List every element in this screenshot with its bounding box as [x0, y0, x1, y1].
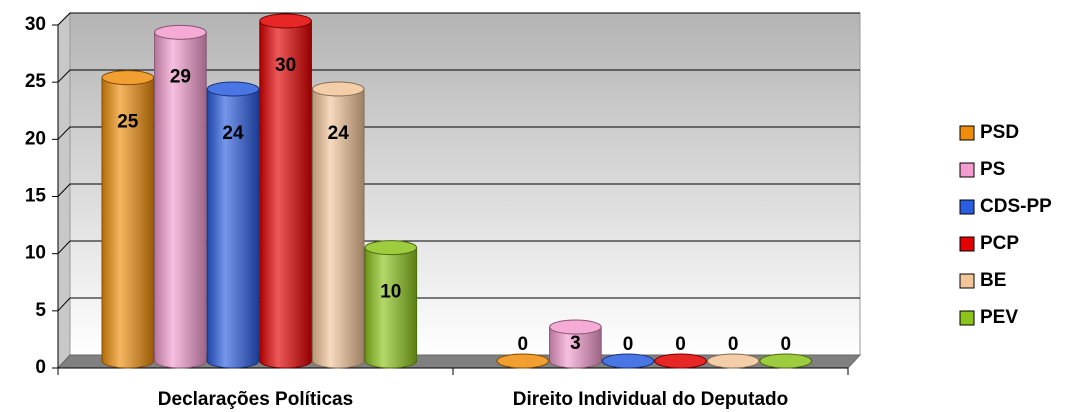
legend-swatch [959, 310, 975, 326]
y-tick-label: 10 [25, 243, 46, 264]
value-label: 0 [623, 334, 634, 355]
bar-top [759, 353, 813, 369]
value-label: 25 [117, 112, 139, 133]
legend-swatch [959, 273, 975, 289]
bar [549, 326, 602, 369]
grid-line [57, 183, 860, 197]
value-label: 0 [728, 334, 739, 355]
bar [259, 20, 312, 369]
y-tick-label: 5 [35, 300, 46, 321]
legend-label: CDS-PP [980, 196, 1052, 217]
value-label: 30 [275, 55, 296, 76]
legend-label: PCP [980, 233, 1019, 254]
bar-top [654, 353, 707, 369]
bar-top [601, 353, 655, 369]
y-tick-label: 30 [25, 14, 46, 35]
legend-label: PSD [980, 122, 1019, 143]
legend-swatch [959, 162, 975, 178]
bar-top [706, 353, 760, 369]
bar-top [154, 24, 207, 40]
grid-line [57, 240, 860, 255]
grid-line [57, 126, 860, 140]
bar [101, 77, 155, 369]
value-label: 0 [781, 334, 792, 355]
legend-swatch [959, 125, 975, 141]
value-label: 24 [222, 123, 244, 144]
legend-swatch [959, 236, 975, 252]
value-label: 3 [570, 333, 581, 354]
value-label: 0 [518, 334, 529, 355]
bar-top [549, 319, 602, 335]
value-label: 0 [675, 334, 686, 355]
bar [206, 88, 260, 369]
bar-top [364, 240, 418, 256]
bar [311, 88, 365, 369]
legend-label: PS [980, 159, 1005, 180]
bar-top [259, 13, 312, 29]
y-tick-label: 20 [25, 128, 46, 149]
x-tick-label: Declarações Políticas [158, 389, 353, 410]
y-tick-label: 0 [35, 357, 46, 378]
bar [154, 31, 207, 369]
bar-top [496, 353, 550, 369]
grid-line [57, 12, 860, 26]
bar [364, 247, 418, 369]
y-tick-label: 25 [25, 71, 47, 92]
legend-swatch [959, 199, 975, 215]
y-tick-label: 15 [25, 186, 47, 207]
grid-line [57, 69, 860, 83]
bar-top [206, 81, 260, 97]
bar-top [311, 81, 365, 97]
value-label: 24 [328, 123, 350, 144]
x-tick-label: Direito Individual do Deputado [513, 389, 789, 410]
value-label: 10 [380, 282, 401, 303]
grid-line [57, 297, 860, 312]
legend-label: PEV [980, 307, 1018, 328]
bar-top [101, 70, 155, 86]
legend-label: BE [980, 270, 1006, 291]
value-label: 29 [170, 66, 191, 87]
